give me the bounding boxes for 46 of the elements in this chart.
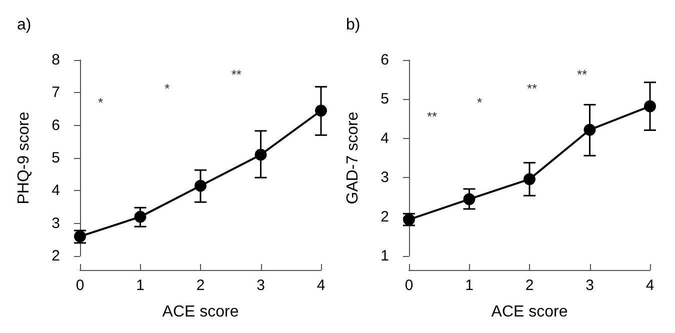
y-tick-label: 3 bbox=[380, 169, 389, 186]
point bbox=[644, 100, 656, 112]
x-tick-label: 2 bbox=[525, 277, 534, 294]
x-tick-label: 3 bbox=[256, 277, 265, 294]
annotation: ** bbox=[577, 67, 588, 82]
annotation: ** bbox=[427, 109, 438, 124]
y-tick-label: 6 bbox=[380, 52, 389, 68]
y-tick-label: 8 bbox=[52, 52, 60, 68]
x-tick-label: 1 bbox=[136, 277, 144, 294]
x-axis-title: ACE score bbox=[491, 304, 568, 320]
x-tick-label: 0 bbox=[404, 277, 414, 294]
y-tick-label: 1 bbox=[380, 248, 389, 264]
y-tick-label: 2 bbox=[52, 248, 60, 264]
annotation: ** bbox=[231, 67, 242, 82]
chart-title: a) bbox=[17, 16, 32, 34]
y-axis-title: GAD-7 score bbox=[344, 112, 362, 204]
annotation: * bbox=[164, 81, 170, 96]
x-tick-label: 4 bbox=[316, 277, 326, 294]
x-axis-title: ACE score bbox=[162, 304, 239, 320]
x-tick-label: 1 bbox=[465, 277, 474, 294]
point bbox=[403, 214, 415, 226]
chart-title: b) bbox=[346, 16, 360, 34]
y-tick-label: 2 bbox=[380, 208, 389, 226]
y-tick-label: 6 bbox=[52, 116, 60, 134]
point bbox=[524, 173, 536, 186]
y-tick-label: 5 bbox=[52, 150, 60, 166]
y-axis-title: PHQ-9 score bbox=[16, 112, 32, 204]
point bbox=[74, 230, 86, 242]
x-tick-label: 2 bbox=[196, 277, 205, 294]
annotation: * bbox=[98, 95, 104, 110]
y-tick-label: 7 bbox=[52, 84, 60, 102]
annotation: * bbox=[477, 95, 482, 110]
y-tick-label: 3 bbox=[52, 214, 60, 232]
point bbox=[584, 124, 596, 136]
y-tick-label: 5 bbox=[380, 90, 389, 108]
annotation: ** bbox=[527, 81, 538, 96]
y-tick-label: 4 bbox=[52, 182, 60, 200]
y-tick-label: 4 bbox=[380, 130, 389, 147]
x-tick-label: 4 bbox=[646, 277, 654, 294]
x-tick-label: 0 bbox=[76, 277, 84, 294]
point bbox=[134, 210, 146, 223]
point bbox=[463, 193, 476, 206]
x-tick-label: 3 bbox=[586, 277, 594, 294]
point bbox=[194, 180, 206, 192]
point bbox=[315, 104, 327, 117]
point bbox=[254, 148, 267, 161]
